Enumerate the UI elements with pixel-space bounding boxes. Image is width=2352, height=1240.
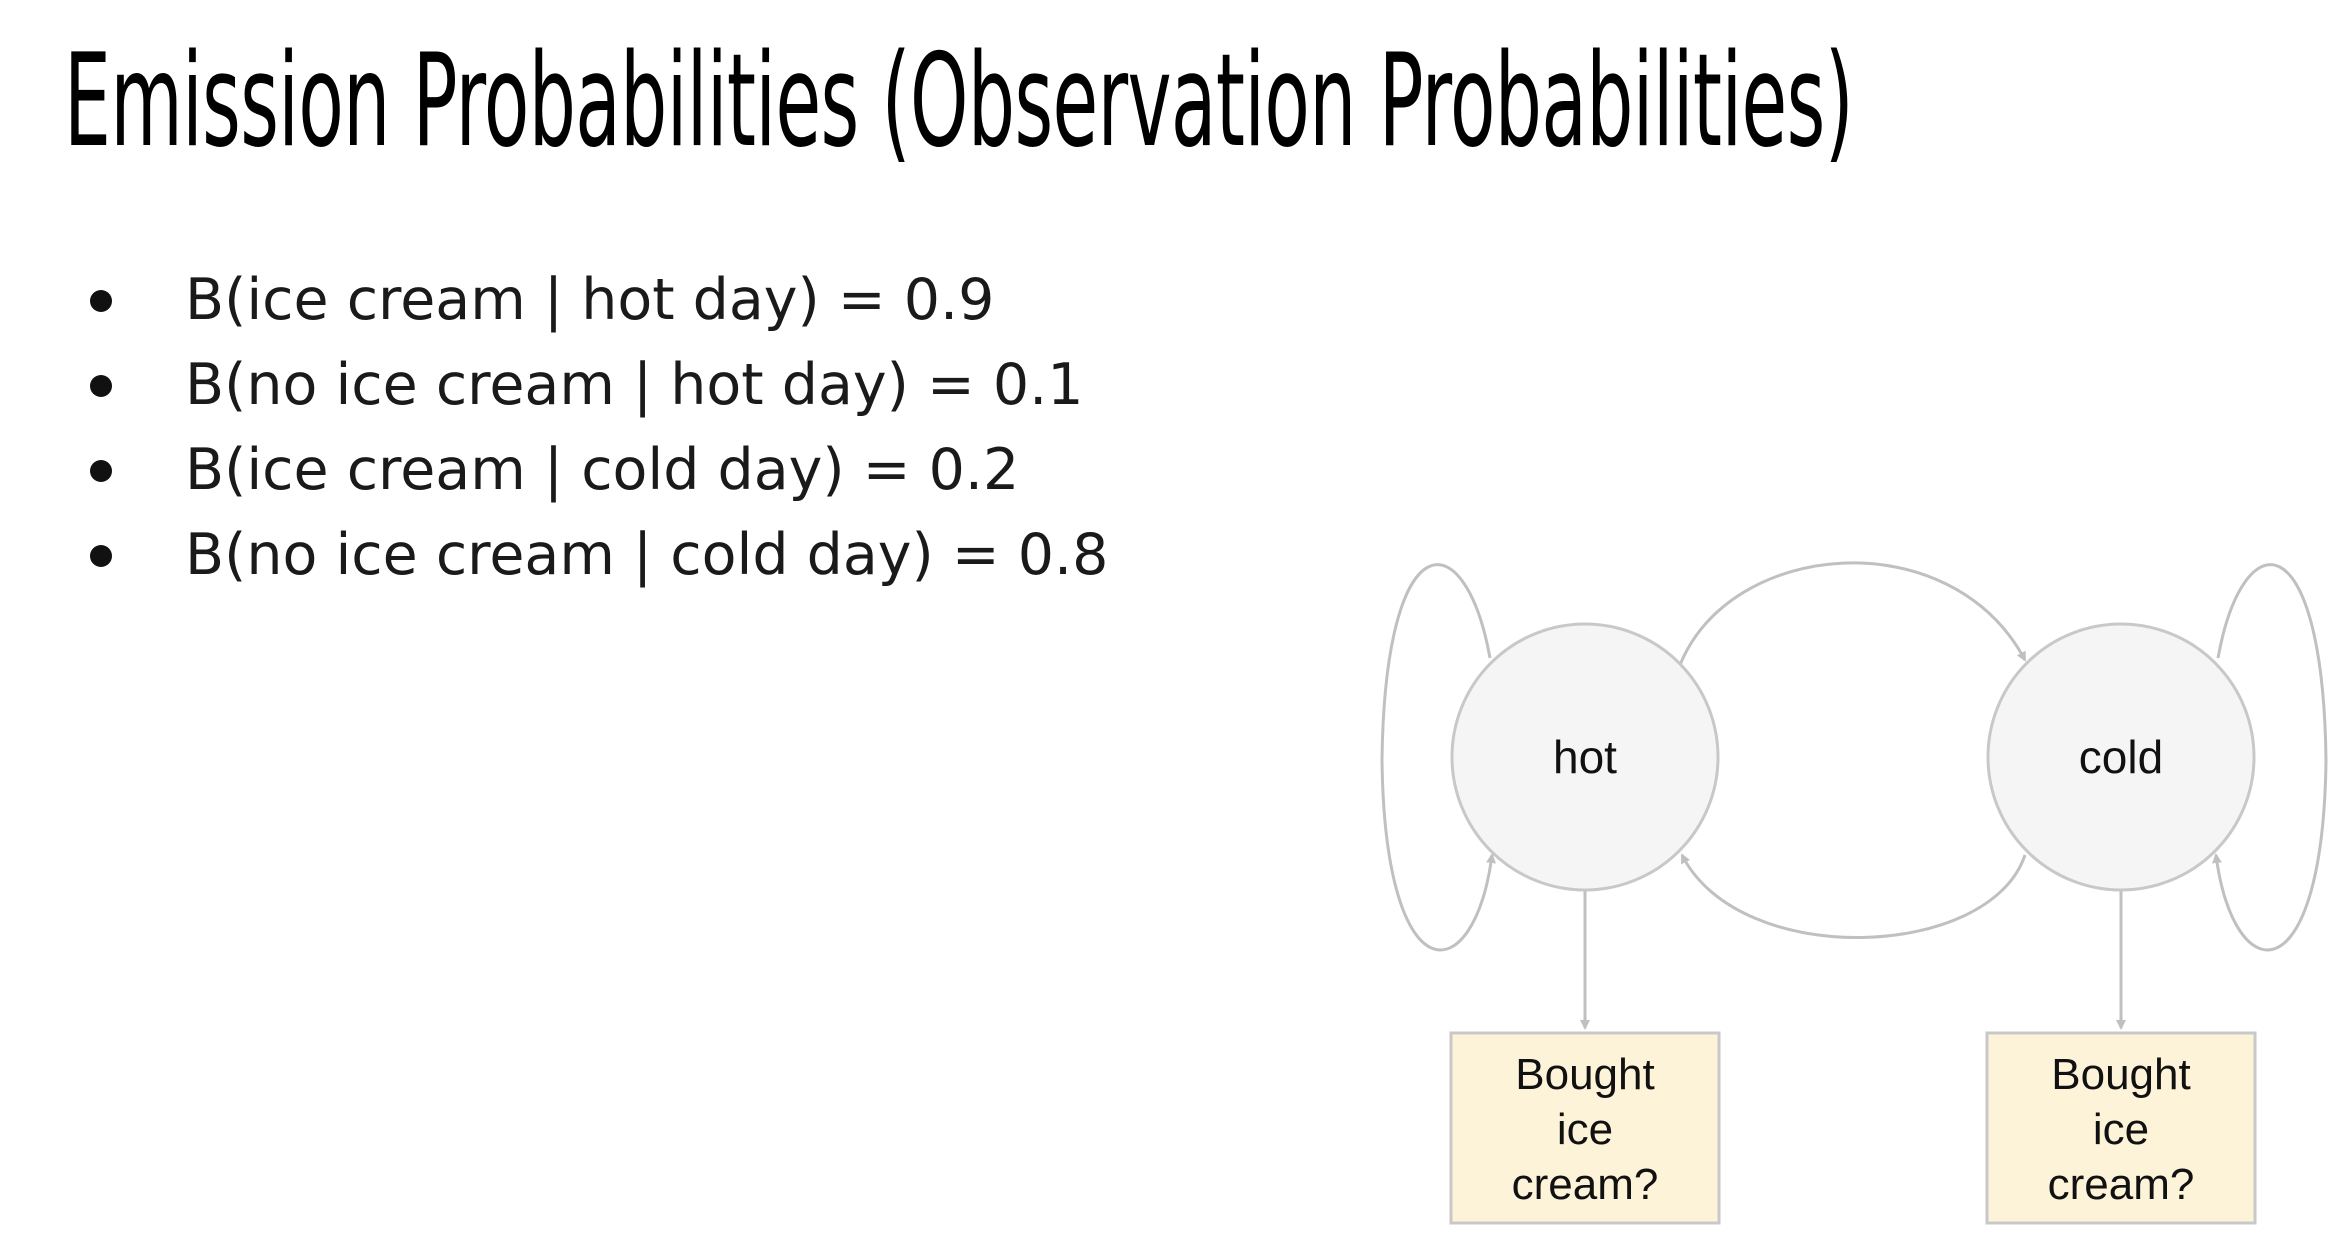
bullet-icon xyxy=(90,375,112,397)
observation-box-hot: Bought ice cream? xyxy=(1449,1031,1721,1225)
observation-label-line: ice xyxy=(1557,1105,1613,1154)
probability-item-hot-no-ice-cream: B(no ice cream | hot day) = 0.1 xyxy=(80,343,1108,428)
state-label-cold: cold xyxy=(2079,731,2163,783)
bullet-icon xyxy=(90,290,112,312)
state-label-hot: hot xyxy=(1553,731,1617,783)
probability-text: B(no ice cream | hot day) = 0.1 xyxy=(185,352,1084,418)
observation-box-cold: Bought ice cream? xyxy=(1985,1031,2257,1225)
probability-text: B(no ice cream | cold day) = 0.8 xyxy=(185,522,1109,588)
self-loop-hot-edge xyxy=(1380,563,1496,952)
observation-label-line: cream? xyxy=(2048,1160,2195,1209)
slide-title: Emission Probabilities (Observation Prob… xyxy=(64,27,1854,176)
transition-cold-to-hot-edge xyxy=(1680,853,2027,940)
observation-label-line: cream? xyxy=(1512,1160,1659,1209)
probability-item-cold-ice-cream: B(ice cream | cold day) = 0.2 xyxy=(80,428,1108,513)
transition-hot-to-cold-edge xyxy=(1678,561,2027,666)
observation-label-line: Bought xyxy=(1515,1050,1654,1099)
probability-list: B(ice cream | hot day) = 0.9 B(no ice cr… xyxy=(80,258,1108,598)
bullet-icon xyxy=(90,545,112,567)
probability-item-cold-no-ice-cream: B(no ice cream | cold day) = 0.8 xyxy=(80,513,1108,598)
probability-text: B(ice cream | hot day) = 0.9 xyxy=(185,267,995,333)
probability-text: B(ice cream | cold day) = 0.2 xyxy=(185,437,1020,503)
state-node-cold: cold xyxy=(1986,622,2256,892)
state-node-hot: hot xyxy=(1450,622,1720,892)
observation-label-line: ice xyxy=(2093,1105,2149,1154)
self-loop-cold-edge xyxy=(2212,563,2328,952)
observation-label-line: Bought xyxy=(2051,1050,2190,1099)
probability-item-hot-ice-cream: B(ice cream | hot day) = 0.9 xyxy=(80,258,1108,343)
bullet-icon xyxy=(90,460,112,482)
